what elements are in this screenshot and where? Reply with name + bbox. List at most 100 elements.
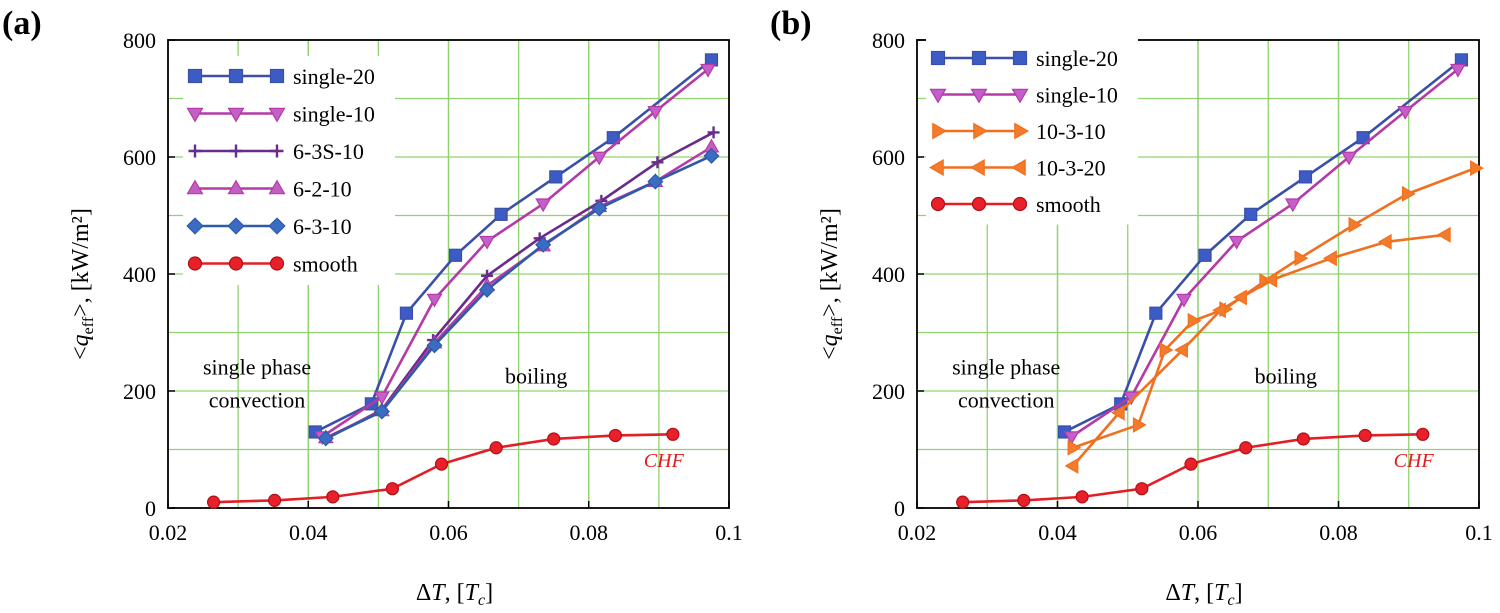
legend-entry-single-20: single-20: [930, 46, 1118, 71]
annotation-chf: CHF: [1394, 450, 1435, 472]
series-single-10: [314, 63, 716, 446]
legend-marker: [268, 107, 286, 123]
data-point-smooth: [1358, 428, 1372, 443]
legend-marker: [228, 68, 244, 84]
data-point-single-10: [1284, 198, 1301, 213]
y-tick-label: 600: [872, 145, 905, 170]
data-point-6-3-10: [426, 337, 443, 354]
legend-marker: [227, 179, 245, 195]
legend-marker: [270, 144, 284, 158]
legend-marker: [1012, 196, 1028, 212]
data-point-10-3-20: [1212, 302, 1226, 319]
series-single-10: [1063, 63, 1466, 446]
legend-label: single-10: [293, 102, 375, 127]
legend-marker: [930, 50, 946, 66]
data-point-6-3s-10: [707, 126, 720, 139]
legend-entry-smooth: smooth: [930, 192, 1101, 217]
legend-background: [183, 56, 395, 285]
legend-label: 6-3S-10: [293, 139, 364, 164]
data-point-6-3-10: [591, 200, 608, 217]
series-line-single-10: [321, 68, 709, 438]
data-point-single-10: [535, 198, 552, 213]
data-point-smooth: [1416, 427, 1430, 441]
data-point-10-3-20: [1233, 289, 1247, 306]
legend-entry-10-3-10: 10-3-10: [932, 119, 1106, 144]
data-point-smooth: [666, 427, 680, 441]
data-point-single-10: [1228, 235, 1245, 250]
legend-marker: [930, 196, 946, 212]
data-point-6-3-10: [703, 147, 720, 164]
legend-label: smooth: [1036, 192, 1101, 217]
series-smooth: [206, 427, 680, 509]
legend-marker: [188, 144, 202, 158]
data-point-smooth: [1184, 457, 1198, 471]
legend: single-20 single-10 10-3-10 10-3-20 smooth: [926, 38, 1138, 225]
legend-entry-single-10: single-10: [186, 102, 375, 127]
data-point-6-3-10: [317, 430, 334, 447]
data-point-smooth: [385, 482, 399, 496]
legend-marker: [187, 256, 203, 271]
annotation-boiling: boiling: [1255, 363, 1317, 388]
legend-marker: [227, 107, 245, 123]
data-point-smooth: [267, 493, 282, 507]
legend-marker: [1011, 88, 1029, 104]
legend-marker: [186, 179, 204, 195]
series-line-single-20: [1063, 58, 1463, 434]
x-tick-label: 0.06: [429, 520, 468, 545]
legend-marker: [929, 88, 947, 104]
legend-marker: [928, 158, 944, 177]
data-point-single-10: [647, 105, 664, 120]
legend-label: single-10: [1036, 83, 1118, 108]
data-point-single-20: [1356, 131, 1370, 145]
data-point-10-3-10: [1132, 416, 1147, 433]
data-point-single-10: [1397, 105, 1414, 120]
x-tick-label: 0.08: [1319, 520, 1358, 545]
data-point-single-20: [1198, 248, 1212, 262]
series-6-3-10: [317, 147, 720, 447]
y-tick-label: 200: [123, 379, 156, 404]
y-tick-label: 0: [145, 496, 156, 521]
chart-panel-a: (a) 0.02 0.04 0.06 0.08 0.1 0 200 400 600 800 ΔT, […: [2, 5, 743, 609]
data-point-10-3-10: [1159, 342, 1174, 358]
series-single-20: [308, 53, 719, 439]
annotation-single-phase: single phase: [952, 355, 1060, 380]
annotation-convection: convection: [209, 387, 306, 412]
data-point-single-20: [1149, 306, 1163, 320]
data-point-single-10: [1449, 63, 1466, 78]
data-point-single-20: [494, 207, 508, 221]
data-point-10-3-10: [1294, 250, 1309, 267]
chart-panel-b: (b) 0.02 0.04 0.06 0.08 0.1 0 200 400 600 800 ΔT, […: [770, 5, 1493, 609]
data-point-10-3-20: [1263, 271, 1278, 288]
legend-marker: [269, 256, 285, 271]
y-tick-label: 400: [872, 262, 905, 287]
legend-marker: [969, 158, 985, 177]
legend-marker: [186, 217, 204, 235]
data-point-10-3-10: [1470, 160, 1484, 177]
legend-marker: [971, 196, 987, 212]
y-tick-label: 0: [894, 496, 905, 521]
data-point-single-10: [479, 235, 496, 250]
legend-label: single-20: [1036, 46, 1118, 71]
panel-label: (b): [770, 5, 812, 42]
legend-marker: [1014, 122, 1030, 140]
data-point-10-3-10: [1348, 216, 1363, 233]
data-point-single-20: [448, 248, 463, 262]
legend-marker: [227, 217, 245, 235]
legend-entry-single-10: single-10: [929, 83, 1118, 108]
x-axis-label: ΔT, [Tc]: [416, 580, 493, 609]
y-axis-label: <qeff>, [kW/m²]: [68, 208, 97, 360]
data-point-10-3-10: [1067, 439, 1082, 456]
y-tick-label: 600: [123, 145, 156, 170]
data-point-single-20: [606, 131, 620, 145]
legend-marker: [1012, 50, 1028, 66]
data-point-smooth: [1017, 493, 1031, 507]
legend-marker: [970, 88, 988, 104]
data-point-smooth: [1296, 432, 1310, 446]
data-point-smooth: [1239, 441, 1253, 455]
data-point-6-3s-10: [651, 156, 664, 169]
legend-entry-6-3s-10: 6-3S-10: [188, 139, 364, 164]
legend-entry-10-3-20: 10-3-20: [928, 156, 1106, 181]
x-axis-label: ΔT, [Tc]: [1165, 580, 1242, 609]
data-point-single-20: [399, 306, 414, 320]
data-point-single-20: [549, 170, 563, 184]
